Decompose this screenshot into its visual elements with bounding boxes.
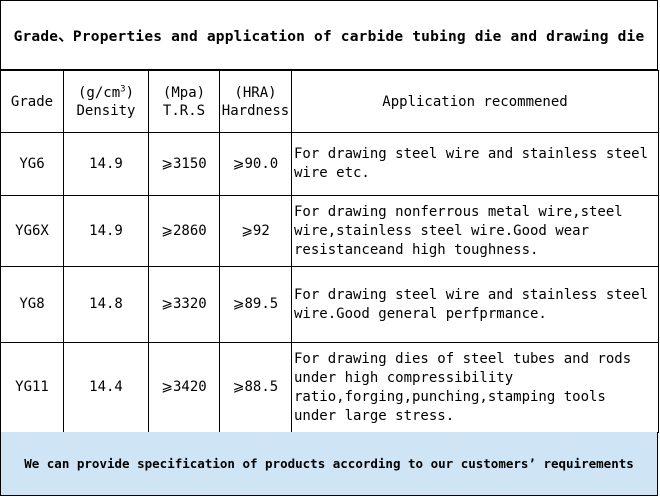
cell-application: For drawing steel wire and stainless ste… — [291, 132, 659, 196]
page-title: Grade、Properties and application of carb… — [0, 0, 658, 70]
header-application: Application recommened — [291, 70, 659, 133]
header-density: (g/cm3) Density — [63, 70, 149, 133]
hardness-label: Hardness — [221, 102, 290, 119]
density-unit: (g/cm3) — [77, 83, 134, 101]
footer-note: We can provide specification of products… — [0, 432, 658, 496]
table-header-row: Grade (g/cm3) Density (Mpa) T.R.S (HRA) … — [0, 70, 659, 133]
cell-grade: YG8 — [0, 266, 64, 343]
cell-application: For drawing dies of steel tubes and rods… — [291, 342, 659, 433]
cell-hardness: ⩾88.5 — [219, 342, 292, 433]
table-row: YG6 14.9 ⩾3150 ⩾90.0 For drawing steel w… — [0, 132, 659, 196]
cell-grade: YG6 — [0, 132, 64, 196]
cell-hardness: ⩾90.0 — [219, 132, 292, 196]
cell-trs: ⩾3420 — [148, 342, 220, 433]
header-trs: (Mpa) T.R.S — [148, 70, 220, 133]
cell-trs: ⩾2860 — [148, 195, 220, 267]
table-row: YG6X 14.9 ⩾2860 ⩾92 For drawing nonferro… — [0, 195, 659, 267]
hardness-unit: (HRA) — [234, 84, 277, 101]
header-grade: Grade — [0, 70, 64, 133]
properties-table: Grade (g/cm3) Density (Mpa) T.R.S (HRA) … — [0, 70, 659, 433]
trs-label: T.R.S — [162, 102, 206, 119]
cell-grade: YG6X — [0, 195, 64, 267]
table-row: YG11 14.4 ⩾3420 ⩾88.5 For drawing dies o… — [0, 342, 659, 433]
header-hardness: (HRA) Hardness — [219, 70, 292, 133]
cell-trs: ⩾3150 — [148, 132, 220, 196]
trs-unit: (Mpa) — [162, 84, 206, 101]
cell-density: 14.9 — [63, 132, 149, 196]
cell-application: For drawing nonferrous metal wire,steel … — [291, 195, 659, 267]
table-row: YG8 14.8 ⩾3320 ⩾89.5 For drawing steel w… — [0, 266, 659, 343]
cell-application: For drawing steel wire and stainless ste… — [291, 266, 659, 343]
cell-hardness: ⩾92 — [219, 195, 292, 267]
cell-grade: YG11 — [0, 342, 64, 433]
cell-hardness: ⩾89.5 — [219, 266, 292, 343]
cell-trs: ⩾3320 — [148, 266, 220, 343]
cell-density: 14.4 — [63, 342, 149, 433]
cell-density: 14.9 — [63, 195, 149, 267]
cell-density: 14.8 — [63, 266, 149, 343]
density-label: Density — [76, 102, 136, 119]
